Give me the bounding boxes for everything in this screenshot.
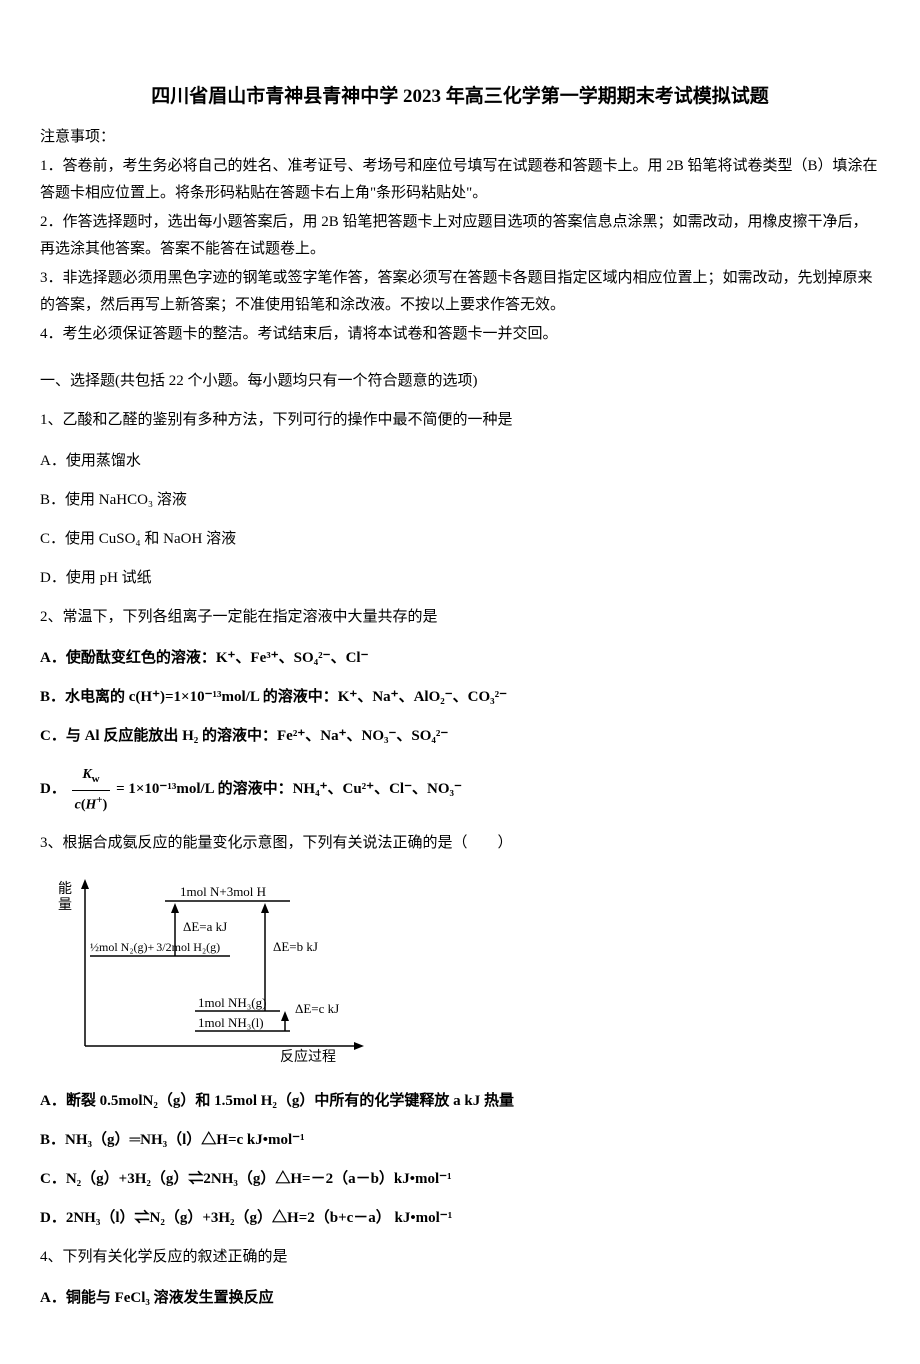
q1-option-d: D．使用 pH 试纸 [40, 565, 880, 592]
q2-option-d: D． Kw c(H+) = 1×10⁻¹³mol/L 的溶液中：NH₄⁺、Cu²… [40, 762, 880, 817]
q2-fraction: Kw c(H+) [72, 762, 111, 817]
section-1-header: 一、选择题(共包括 22 个小题。每小题均只有一个符合题意的选项) [40, 368, 880, 395]
q3-option-a: A．断裂 0.5molN₂（g）和 1.5mol H₂（g）中所有的化学键释放 … [40, 1088, 880, 1115]
notice-item-1: 1．答卷前，考生务必将自己的姓名、准考证号、考场号和座位号填写在试题卷和答题卡上… [40, 153, 880, 207]
q1-option-a: A．使用蒸馏水 [40, 448, 880, 475]
q3-option-c: C．N₂（g）+3H₂（g）⇌2NH₃（g）△H=－2（a－b）kJ•mol⁻¹ [40, 1166, 880, 1193]
q2-option-a: A．使酚酞变红色的溶液：K⁺、Fe³⁺、SO₄²⁻、Cl⁻ [40, 645, 880, 672]
page-title: 四川省眉山市青神县青神中学 2023 年高三化学第一学期期末考试模拟试题 [40, 80, 880, 114]
question-1: 1、乙酸和乙醛的鉴别有多种方法，下列可行的操作中最不简便的一种是 [40, 407, 880, 434]
diagram-level1-label: 1mol N+3mol H [180, 884, 266, 899]
q2-option-c: C．与 Al 反应能放出 H₂ 的溶液中：Fe²⁺、Na⁺、NO₃⁻、SO₄²⁻ [40, 723, 880, 750]
diagram-level4-label: 1mol NH₃(l) [198, 1015, 264, 1030]
q1-option-c: C．使用 CuSO₄ 和 NaOH 溶液 [40, 526, 880, 553]
q1-option-b: B．使用 NaHCO₃ 溶液 [40, 487, 880, 514]
q2-frac-bottom: c(H+) [72, 791, 111, 818]
energy-diagram: 能 量 反应过程 1mol N+3mol H ½mol N₂(g)+3/2mol… [40, 871, 880, 1076]
notice-item-4: 4．考生必须保证答题卡的整洁。考试结束后，请将本试卷和答题卡一并交回。 [40, 321, 880, 348]
question-3: 3、根据合成氨反应的能量变化示意图，下列有关说法正确的是（ ） [40, 830, 880, 857]
diagram-delta-c: ΔE=c kJ [295, 1001, 339, 1016]
diagram-delta-b: ΔE=b kJ [273, 939, 318, 954]
q2-option-d-prefix: D． [40, 781, 66, 797]
diagram-xlabel: 反应过程 [280, 1048, 336, 1065]
diagram-delta-a: ΔE=a kJ [183, 919, 227, 934]
energy-diagram-svg: 能 量 反应过程 1mol N+3mol H ½mol N₂(g)+3/2mol… [40, 871, 380, 1066]
diagram-level3-label: 1mol NH₃(g) [198, 995, 266, 1010]
notice-item-2: 2．作答选择题时，选出每小题答案后，用 2B 铅笔把答题卡上对应题目选项的答案信… [40, 209, 880, 263]
diagram-ylabel: 能 [58, 881, 72, 897]
notice-header: 注意事项： [40, 124, 880, 151]
q3-option-b: B．NH₃（g）═NH₃（l）△H=c kJ•mol⁻¹ [40, 1127, 880, 1154]
question-4: 4、下列有关化学反应的叙述正确的是 [40, 1244, 880, 1271]
diagram-level2-label: ½mol N₂(g)+3/2mol H₂(g) [90, 940, 220, 954]
notice-item-3: 3．非选择题必须用黑色字迹的钢笔或签字笔作答，答案必须写在答题卡各题目指定区域内… [40, 265, 880, 319]
q3-option-d: D．2NH₃（l）⇌N₂（g）+3H₂（g）△H=2（b+c－a） kJ•mol… [40, 1205, 880, 1232]
q2-option-b: B．水电离的 c(H⁺)=1×10⁻¹³mol/L 的溶液中：K⁺、Na⁺、Al… [40, 684, 880, 711]
diagram-ylabel2: 量 [58, 897, 72, 913]
question-2: 2、常温下，下列各组离子一定能在指定溶液中大量共存的是 [40, 604, 880, 631]
q2-frac-top: Kw [72, 762, 111, 791]
q2-option-d-suffix: = 1×10⁻¹³mol/L 的溶液中：NH₄⁺、Cu²⁺、Cl⁻、NO₃⁻ [116, 781, 462, 797]
q4-option-a: A．铜能与 FeCl₃ 溶液发生置换反应 [40, 1285, 880, 1312]
